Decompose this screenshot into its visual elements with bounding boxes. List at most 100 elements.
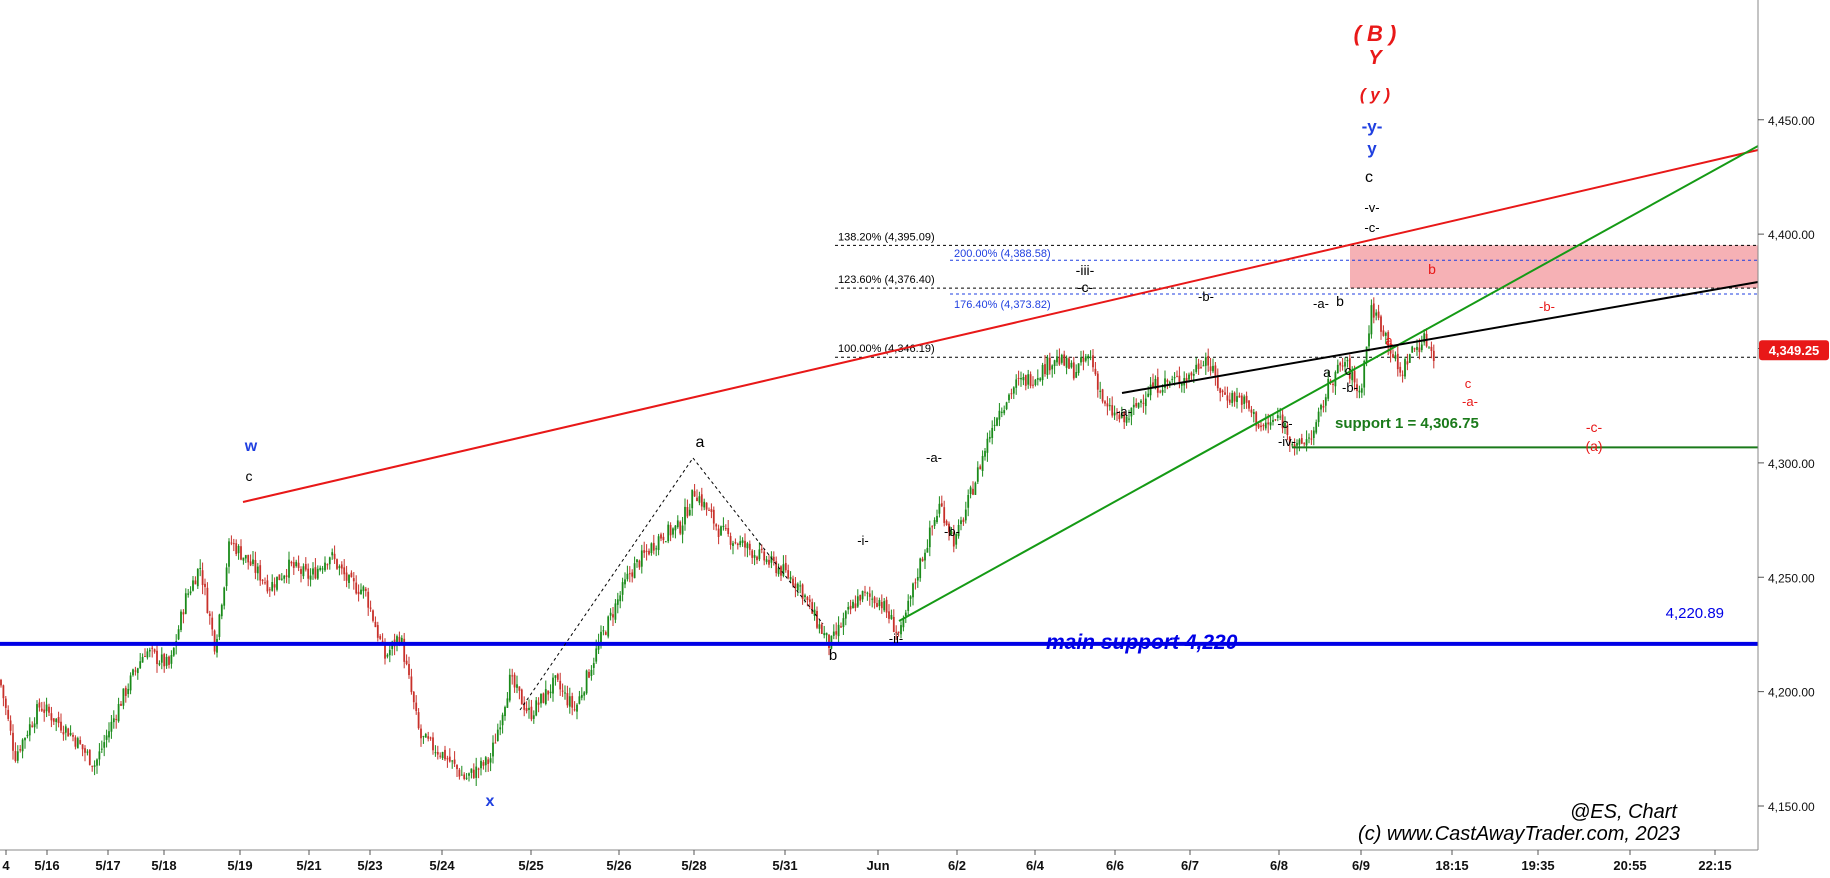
candle-body bbox=[1406, 361, 1409, 365]
wave-label: Y bbox=[1368, 47, 1383, 69]
candle-body bbox=[768, 559, 770, 565]
candle-body bbox=[182, 612, 185, 615]
candle-body bbox=[537, 702, 540, 705]
candle-body bbox=[1166, 380, 1169, 382]
candle-body bbox=[928, 527, 931, 548]
candle-body bbox=[376, 625, 379, 638]
x-tick-label: 5/23 bbox=[357, 858, 382, 873]
candle-body bbox=[76, 738, 79, 749]
candle-body bbox=[235, 543, 238, 555]
candle-body bbox=[916, 576, 919, 581]
trendlines-layer bbox=[0, 145, 1759, 711]
candle-body bbox=[616, 599, 619, 605]
wave-label: -a- bbox=[1313, 296, 1329, 311]
candle-body bbox=[540, 693, 542, 704]
candle-body bbox=[748, 543, 751, 550]
candle-body bbox=[996, 418, 998, 426]
candle-body bbox=[835, 631, 838, 635]
candle-body bbox=[67, 728, 70, 737]
candle-body bbox=[1377, 311, 1380, 318]
candle-body bbox=[1056, 356, 1058, 363]
candle-body bbox=[1269, 422, 1272, 426]
candle-body bbox=[494, 742, 497, 744]
wave-labels-layer: main support 4,220 4,220.89 support 1 = 4,… bbox=[244, 21, 1724, 810]
wave-label: -c- bbox=[1277, 416, 1292, 431]
candle-body bbox=[940, 503, 943, 507]
candle-body bbox=[1195, 364, 1198, 372]
candle-body bbox=[518, 686, 521, 691]
x-tick-label: 5/25 bbox=[518, 858, 543, 873]
candle-body bbox=[333, 553, 336, 560]
candle-body bbox=[192, 580, 194, 591]
candle-body bbox=[967, 494, 970, 508]
candle-body bbox=[321, 568, 324, 570]
candle-body bbox=[1370, 305, 1373, 335]
candle-body bbox=[1020, 378, 1022, 380]
wave-label: -c- bbox=[1586, 419, 1603, 435]
candle-body bbox=[1404, 359, 1406, 377]
wave-label: b bbox=[829, 647, 837, 664]
candle-body bbox=[1027, 374, 1030, 385]
x-tick-label: 18:15 bbox=[1435, 858, 1468, 873]
candle-body bbox=[453, 759, 456, 764]
candle-body bbox=[45, 704, 48, 712]
candle-body bbox=[950, 531, 953, 535]
candle-body bbox=[590, 669, 593, 676]
candle-body bbox=[124, 687, 127, 696]
candle-body bbox=[1228, 399, 1231, 403]
candle-body bbox=[189, 591, 192, 594]
candle-body bbox=[1068, 358, 1070, 369]
candle-body bbox=[772, 556, 775, 562]
candle-body bbox=[74, 737, 77, 747]
candle-body bbox=[1300, 438, 1303, 444]
candle-body bbox=[1192, 373, 1195, 376]
candle-body bbox=[237, 546, 240, 554]
candle-body bbox=[897, 631, 900, 634]
wave-label: -a- bbox=[1116, 404, 1132, 419]
candle-body bbox=[1197, 363, 1200, 370]
candle-body bbox=[1080, 357, 1082, 363]
candle-body bbox=[434, 752, 437, 754]
candle-body bbox=[369, 607, 372, 609]
candle-body bbox=[1185, 377, 1188, 382]
candle-body bbox=[885, 599, 888, 613]
candle-body bbox=[938, 503, 941, 514]
candle-body bbox=[1190, 372, 1193, 376]
candle-body bbox=[1384, 332, 1387, 336]
candle-body bbox=[134, 670, 137, 672]
x-tick-label: 5/26 bbox=[606, 858, 631, 873]
candle-body bbox=[664, 541, 667, 543]
y-tick-label: 4,450.00 bbox=[1768, 114, 1815, 128]
candle-body bbox=[52, 718, 55, 722]
candle-body bbox=[739, 541, 742, 546]
candle-body bbox=[969, 487, 972, 495]
candle-body bbox=[595, 648, 598, 662]
candle-body bbox=[79, 740, 82, 744]
candle-body bbox=[1276, 415, 1279, 419]
candle-body bbox=[672, 528, 674, 535]
candle-body bbox=[787, 570, 790, 578]
candle-body bbox=[741, 540, 744, 543]
candle-body bbox=[547, 690, 550, 695]
candle-body bbox=[300, 569, 302, 574]
wave-label: w bbox=[244, 438, 258, 455]
candle-body bbox=[379, 636, 382, 639]
candle-body bbox=[367, 591, 370, 608]
candle-body bbox=[645, 550, 648, 552]
copyright-label: (c) www.CastAwayTrader.com, 2023 bbox=[1358, 823, 1680, 845]
candle-body bbox=[417, 712, 420, 729]
candle-body bbox=[1120, 412, 1123, 418]
candle-body bbox=[1024, 375, 1027, 386]
candle-body bbox=[1000, 411, 1003, 413]
candle-body bbox=[638, 560, 641, 568]
candle-body bbox=[1267, 422, 1270, 425]
candle-body bbox=[62, 732, 65, 735]
candle-body bbox=[468, 773, 470, 776]
candle-body bbox=[98, 751, 101, 760]
candle-body bbox=[864, 591, 866, 593]
candle-body bbox=[280, 578, 283, 580]
candle-body bbox=[1202, 365, 1205, 367]
candle-body bbox=[1209, 366, 1212, 371]
candle-body bbox=[1413, 348, 1416, 350]
